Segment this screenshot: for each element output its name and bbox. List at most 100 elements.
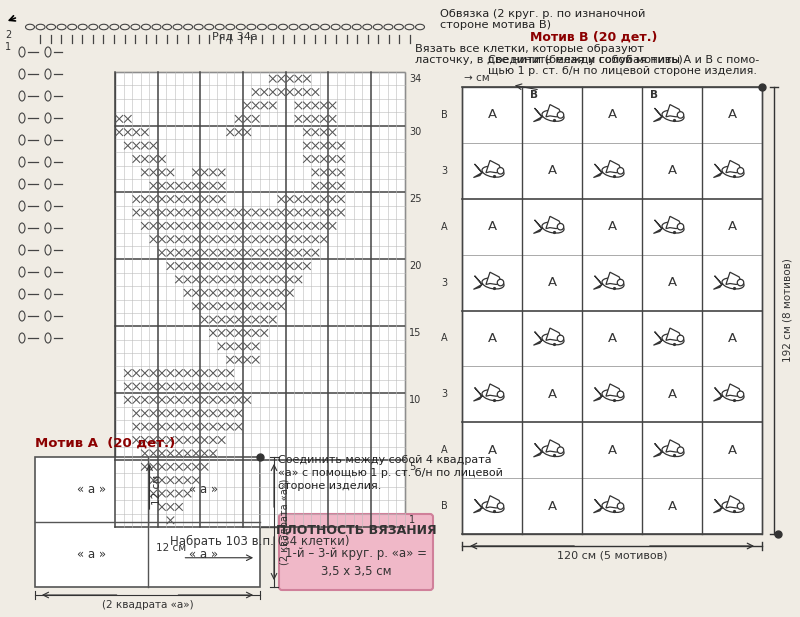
- Text: (2 квадрата «а»): (2 квадрата «а»): [102, 600, 194, 610]
- Circle shape: [678, 447, 684, 453]
- Polygon shape: [486, 272, 502, 284]
- Text: A: A: [547, 500, 557, 513]
- Circle shape: [498, 503, 504, 509]
- Text: 120 см (5 мотивов): 120 см (5 мотивов): [557, 551, 667, 561]
- Ellipse shape: [602, 167, 624, 177]
- Ellipse shape: [542, 222, 564, 233]
- Polygon shape: [606, 272, 622, 284]
- Text: A: A: [441, 333, 447, 344]
- Ellipse shape: [722, 390, 744, 400]
- Text: B: B: [650, 90, 658, 101]
- Text: « а »: « а »: [189, 548, 218, 561]
- Text: 25: 25: [409, 194, 422, 204]
- Text: A: A: [487, 220, 497, 233]
- Text: (2 квадрата «а»): (2 квадрата «а»): [280, 479, 290, 565]
- Text: 1: 1: [409, 515, 415, 525]
- Text: Ряд 34а: Ряд 34а: [212, 32, 258, 42]
- Ellipse shape: [542, 110, 564, 122]
- Text: B: B: [441, 501, 447, 511]
- Polygon shape: [546, 440, 562, 452]
- Circle shape: [618, 503, 624, 509]
- Circle shape: [558, 223, 564, 230]
- Text: ласточку, в две нити (белая и голубая нить).: ласточку, в две нити (белая и голубая ни…: [415, 55, 686, 65]
- Text: 12 см: 12 см: [155, 543, 186, 553]
- Text: A: A: [607, 109, 617, 122]
- Text: A: A: [667, 500, 677, 513]
- Bar: [115, 72, 405, 527]
- Polygon shape: [666, 328, 682, 341]
- Polygon shape: [486, 160, 502, 173]
- Polygon shape: [606, 384, 622, 396]
- Bar: [35, 457, 260, 587]
- Text: 12 см: 12 см: [151, 474, 162, 505]
- Text: A: A: [441, 445, 447, 455]
- Text: ПЛОТНОСТЬ ВЯЗАНИЯ: ПЛОТНОСТЬ ВЯЗАНИЯ: [276, 524, 436, 537]
- Ellipse shape: [542, 445, 564, 457]
- Text: « а »: « а »: [77, 548, 106, 561]
- Ellipse shape: [722, 278, 744, 289]
- Polygon shape: [606, 160, 622, 173]
- Text: 3: 3: [441, 166, 447, 176]
- Text: стороне изделия.: стороне изделия.: [278, 481, 382, 491]
- Text: A: A: [607, 220, 617, 233]
- Text: Набрать 103 в.п. (34 клетки): Набрать 103 в.п. (34 клетки): [170, 534, 350, 547]
- Text: щью 1 р. ст. б/н по лицевой стороне изделия.: щью 1 р. ст. б/н по лицевой стороне изде…: [488, 66, 757, 76]
- Bar: [462, 87, 762, 534]
- Circle shape: [558, 335, 564, 342]
- Text: B: B: [530, 90, 538, 101]
- Polygon shape: [726, 384, 742, 396]
- Text: A: A: [667, 276, 677, 289]
- Text: Соединить между собой мотивы А и В с помо-: Соединить между собой мотивы А и В с пом…: [488, 55, 759, 65]
- Ellipse shape: [482, 502, 504, 513]
- Text: A: A: [727, 444, 737, 457]
- Text: стороне мотива В): стороне мотива В): [440, 20, 551, 30]
- Text: A: A: [607, 444, 617, 457]
- Text: 3: 3: [441, 278, 447, 288]
- Circle shape: [738, 503, 744, 509]
- Polygon shape: [666, 104, 682, 117]
- Circle shape: [618, 280, 624, 286]
- Text: 30: 30: [409, 127, 422, 137]
- Polygon shape: [546, 328, 562, 341]
- Text: B: B: [441, 110, 447, 120]
- Polygon shape: [546, 104, 562, 117]
- Ellipse shape: [602, 278, 624, 289]
- Text: A: A: [727, 109, 737, 122]
- Text: A: A: [487, 109, 497, 122]
- Circle shape: [618, 168, 624, 174]
- Text: Мотив А  (20 дет.): Мотив А (20 дет.): [35, 436, 175, 450]
- Ellipse shape: [602, 390, 624, 400]
- Ellipse shape: [722, 502, 744, 513]
- Text: Мотив В (20 дет.): Мотив В (20 дет.): [530, 30, 658, 44]
- Polygon shape: [486, 384, 502, 396]
- Text: 5: 5: [409, 462, 415, 472]
- Text: 10: 10: [409, 395, 422, 405]
- Text: 2: 2: [5, 30, 11, 40]
- Text: Соединить между собой 4 квадрата: Соединить между собой 4 квадрата: [278, 455, 492, 465]
- Text: «а» с помощью 1 р. ст. б/н по лицевой: «а» с помощью 1 р. ст. б/н по лицевой: [278, 468, 503, 478]
- Ellipse shape: [662, 110, 684, 122]
- Text: 34: 34: [409, 73, 422, 84]
- Text: A: A: [607, 332, 617, 345]
- Circle shape: [738, 168, 744, 174]
- Ellipse shape: [482, 390, 504, 400]
- Ellipse shape: [662, 222, 684, 233]
- Text: 1-й – 3-й круг. р. «а» =: 1-й – 3-й круг. р. «а» =: [285, 547, 427, 560]
- Text: 1: 1: [5, 42, 11, 52]
- Circle shape: [558, 112, 564, 118]
- Text: « а »: « а »: [77, 483, 106, 496]
- Text: 3: 3: [441, 389, 447, 399]
- Polygon shape: [666, 217, 682, 228]
- Ellipse shape: [662, 445, 684, 457]
- Text: 3,5 х 3,5 см: 3,5 х 3,5 см: [321, 565, 391, 578]
- Text: A: A: [547, 388, 557, 401]
- Text: A: A: [547, 164, 557, 177]
- Ellipse shape: [722, 167, 744, 177]
- Text: → см: → см: [464, 73, 490, 83]
- Ellipse shape: [542, 334, 564, 345]
- Text: « а »: « а »: [189, 483, 218, 496]
- Ellipse shape: [482, 167, 504, 177]
- Polygon shape: [606, 495, 622, 508]
- Ellipse shape: [602, 502, 624, 513]
- Circle shape: [678, 335, 684, 342]
